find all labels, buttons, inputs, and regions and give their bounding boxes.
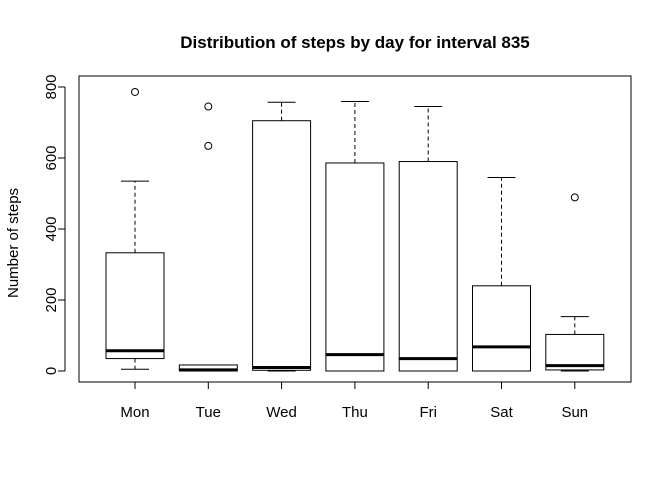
iqr-box	[472, 285, 531, 372]
x-tick-label-thu: Thu	[342, 404, 368, 421]
outlier-point	[131, 87, 139, 96]
iqr-box	[105, 252, 165, 360]
y-tick-label: 200	[43, 287, 60, 312]
x-tick-label-tue: Tue	[196, 404, 221, 421]
y-axis-label: Number of steps	[5, 188, 22, 298]
box-thu	[325, 101, 385, 372]
outlier-point	[204, 141, 213, 150]
outlier-point	[204, 102, 213, 111]
x-axis: Mon Tue Wed Thu Fri Sat Sun	[120, 381, 588, 421]
y-tick-label: 800	[43, 74, 60, 99]
box-sun	[545, 193, 605, 372]
y-tick-label: 400	[43, 216, 60, 241]
x-tick-label-fri: Fri	[419, 404, 437, 421]
y-tick-label: 0	[43, 367, 60, 375]
boxes-group	[105, 87, 605, 372]
box-mon	[105, 87, 165, 370]
x-tick-label-mon: Mon	[120, 404, 149, 421]
x-tick-label-wed: Wed	[266, 404, 297, 421]
x-tick-label-sun: Sun	[561, 404, 588, 421]
box-wed	[252, 101, 312, 372]
box-fri	[398, 106, 458, 372]
iqr-box	[252, 120, 312, 371]
iqr-box	[545, 333, 605, 371]
box-tue	[178, 102, 238, 372]
box-sat	[472, 177, 531, 372]
x-tick-label-sat: Sat	[490, 404, 513, 421]
chart-title: Distribution of steps by day for interva…	[180, 33, 530, 52]
outlier-point	[570, 193, 579, 202]
y-axis: 0 200 400 600 800	[43, 74, 66, 375]
iqr-box	[325, 162, 385, 372]
y-tick-label: 600	[43, 145, 60, 170]
iqr-box	[398, 161, 458, 372]
